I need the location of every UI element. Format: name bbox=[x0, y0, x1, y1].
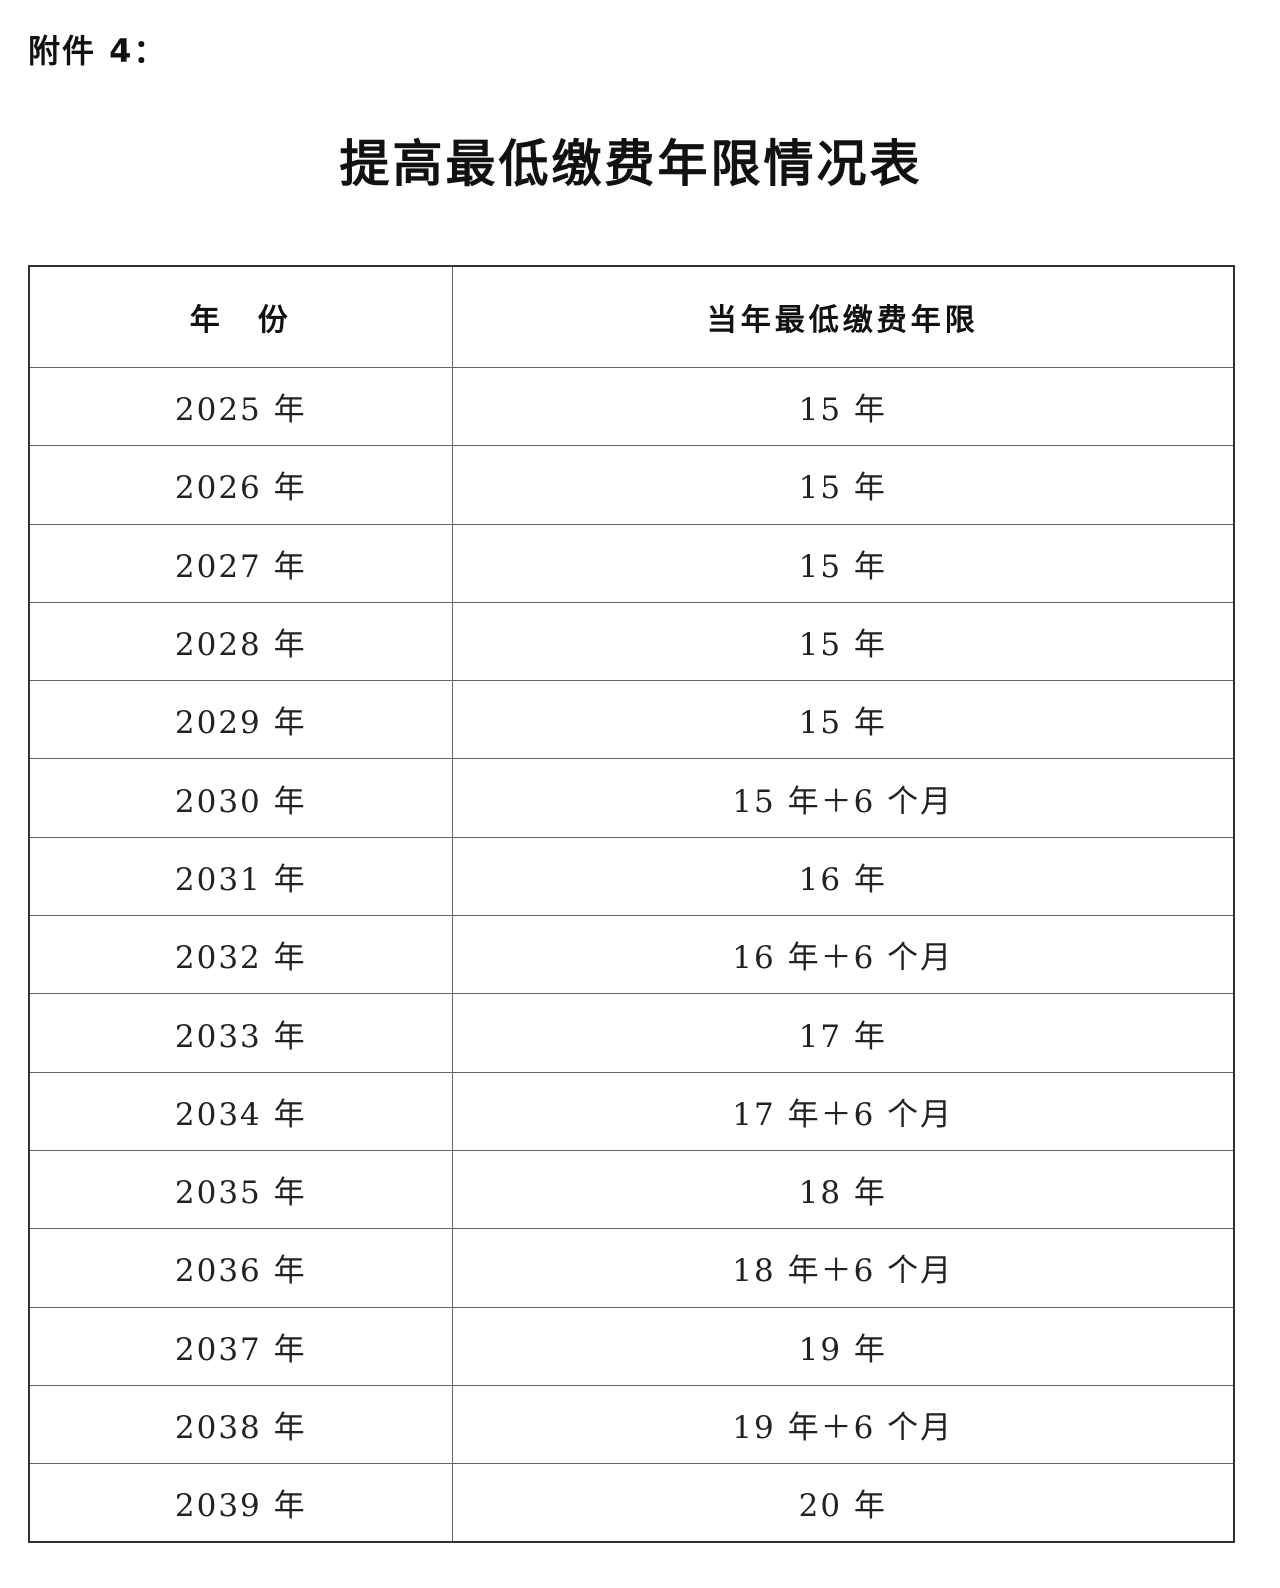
table-row: 2032 年 16 年＋6 个月 bbox=[28, 915, 1235, 995]
table-row: 2030 年 15 年＋6 个月 bbox=[28, 758, 1235, 838]
min-years-cell: 15 年 bbox=[451, 445, 1235, 525]
min-years-cell: 17 年＋6 个月 bbox=[451, 1071, 1235, 1151]
min-years-cell: 19 年 bbox=[451, 1306, 1235, 1386]
table-row: 2026 年 15 年 bbox=[28, 445, 1235, 525]
min-years-cell: 17 年 bbox=[451, 993, 1235, 1073]
table-row: 2039 年 20 年 bbox=[28, 1463, 1235, 1543]
table-row: 2035 年 18 年 bbox=[28, 1149, 1235, 1230]
table-row: 2036 年 18 年＋6 个月 bbox=[28, 1228, 1235, 1308]
year-cell: 2028 年 bbox=[28, 601, 453, 682]
table-row: 2033 年 17 年 bbox=[28, 993, 1235, 1073]
table-row: 2034 年 17 年＋6 个月 bbox=[28, 1071, 1235, 1151]
year-cell: 2038 年 bbox=[28, 1384, 453, 1465]
min-years-cell: 20 年 bbox=[451, 1463, 1235, 1543]
page-title: 提高最低缴费年限情况表 bbox=[339, 134, 923, 193]
min-years-cell: 18 年＋6 个月 bbox=[451, 1228, 1235, 1308]
table-row: 2031 年 16 年 bbox=[28, 836, 1235, 917]
table-row: 2028 年 15 年 bbox=[28, 601, 1235, 682]
min-years-cell: 15 年 bbox=[451, 680, 1235, 760]
attachment-label: 附件 4： bbox=[28, 32, 168, 70]
min-years-cell: 16 年＋6 个月 bbox=[451, 915, 1235, 995]
table-body: 2025 年 15 年 2026 年 15 年 2027 年 15 年 2028 年 15 年… bbox=[28, 366, 1235, 1543]
year-cell: 2036 年 bbox=[28, 1228, 453, 1308]
min-years-cell: 15 年 bbox=[451, 601, 1235, 682]
table-row: 2025 年 15 年 bbox=[28, 366, 1235, 447]
min-years-cell: 15 年＋6 个月 bbox=[451, 758, 1235, 838]
year-cell: 2029 年 bbox=[28, 680, 453, 760]
min-years-cell: 18 年 bbox=[451, 1149, 1235, 1230]
table-row: 2029 年 15 年 bbox=[28, 680, 1235, 760]
year-cell: 2026 年 bbox=[28, 445, 453, 525]
min-years-cell: 15 年 bbox=[451, 366, 1235, 447]
year-cell: 2033 年 bbox=[28, 993, 453, 1073]
year-cell: 2031 年 bbox=[28, 836, 453, 917]
year-cell: 2032 年 bbox=[28, 915, 453, 995]
year-cell: 2027 年 bbox=[28, 523, 453, 603]
min-years-cell: 15 年 bbox=[451, 523, 1235, 603]
year-cell: 2025 年 bbox=[28, 366, 453, 447]
header-min-contribution-years: 当年最低缴费年限 bbox=[451, 265, 1235, 368]
year-cell: 2034 年 bbox=[28, 1071, 453, 1151]
year-cell: 2039 年 bbox=[28, 1463, 453, 1543]
header-year: 年 份 bbox=[28, 265, 453, 368]
table-header-row: 年 份 当年最低缴费年限 bbox=[28, 265, 1235, 368]
table-row: 2027 年 15 年 bbox=[28, 523, 1235, 603]
year-cell: 2030 年 bbox=[28, 758, 453, 838]
year-cell: 2035 年 bbox=[28, 1149, 453, 1230]
table-row: 2037 年 19 年 bbox=[28, 1306, 1235, 1386]
table-row: 2038 年 19 年＋6 个月 bbox=[28, 1384, 1235, 1465]
min-years-cell: 19 年＋6 个月 bbox=[451, 1384, 1235, 1465]
year-cell: 2037 年 bbox=[28, 1306, 453, 1386]
min-years-cell: 16 年 bbox=[451, 836, 1235, 917]
